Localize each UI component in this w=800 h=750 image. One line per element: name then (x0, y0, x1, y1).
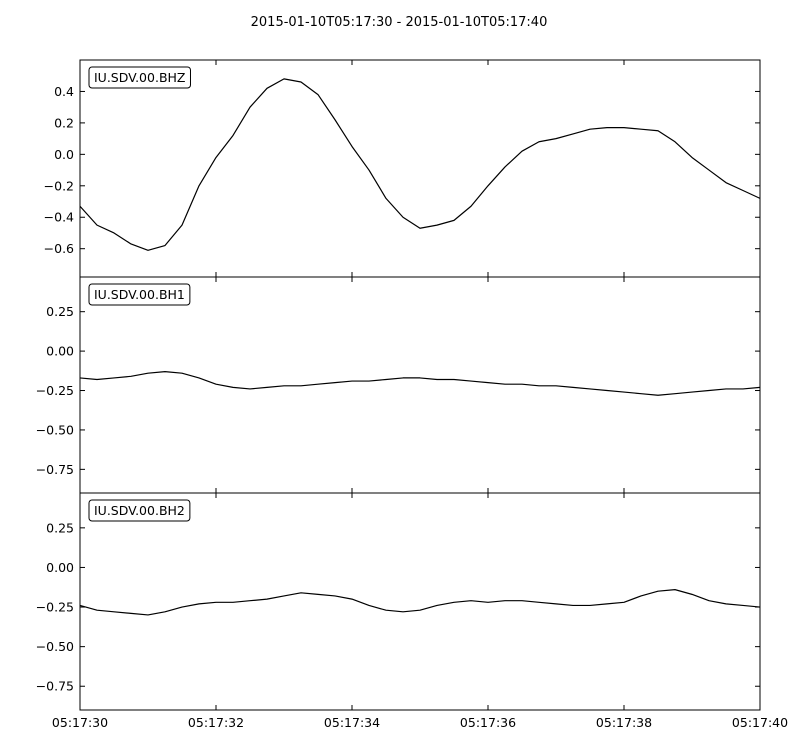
panel-frame-2 (79, 492, 761, 711)
panel-frame-0 (79, 59, 761, 278)
trace-line-1-0 (79, 371, 761, 396)
y-tick-label: 0.25 (46, 520, 74, 535)
x-tick-label: 05:17:30 (52, 715, 108, 730)
y-tick-label: −0.50 (36, 422, 74, 437)
channel-label: IU.SDV.00.BH1 (94, 287, 185, 302)
panel-frame-1 (79, 276, 761, 494)
panel-0: 0.4 0.2 0.0 −0.2 −0.4 −0.6 IU.SDV.00.BHZ (44, 59, 761, 278)
channel-label-box (88, 499, 191, 522)
x-tick-label: 05:17:34 (324, 715, 380, 730)
y-tick-label: −0.2 (44, 178, 74, 193)
channel-label-box (88, 283, 191, 306)
y-tick-label: 0.00 (46, 344, 74, 359)
panel-1: 0.25 0.00 −0.25 −0.50 −0.75 IU.SDV.00.BH1 (36, 276, 761, 494)
y-tick-label: −0.4 (44, 210, 74, 225)
y-tick-label: −0.75 (36, 679, 74, 694)
y-tick-label: −0.25 (36, 600, 74, 615)
y-tick-label: 0.25 (46, 304, 74, 319)
x-tick-label: 05:17:38 (596, 715, 652, 730)
x-tick-label: 05:17:32 (188, 715, 244, 730)
channel-label: IU.SDV.00.BHZ (94, 70, 185, 85)
trace-line-2-0 (79, 589, 761, 616)
panels: 0.40.20.0−0.2−0.4−0.6IU.SDV.00.BHZ0.250.… (36, 59, 788, 730)
y-tick-label: −0.50 (36, 639, 74, 654)
y-tick-label: 0.00 (46, 560, 74, 575)
x-tick-label: 05:17:36 (460, 715, 516, 730)
y-tick-label: 0.0 (54, 147, 74, 162)
y-tick-label: 0.2 (54, 115, 74, 130)
y-tick-label: −0.6 (44, 241, 74, 256)
figure-title: 2015-01-10T05:17:30 - 2015-01-10T05:17:4… (251, 15, 548, 30)
panel-2: 0.25 0.00 −0.25 −0.50 −0.75 05:17:30 05:17:32 0… (36, 492, 788, 730)
y-tick-label: 0.4 (54, 84, 74, 99)
channel-label-box (88, 66, 191, 89)
y-tick-label: −0.75 (36, 462, 74, 477)
channel-label: IU.SDV.00.BH2 (94, 503, 185, 518)
x-tick-label: 05:17:40 (732, 715, 788, 730)
trace-line-0-0 (79, 78, 761, 251)
y-tick-label: −0.25 (36, 383, 74, 398)
